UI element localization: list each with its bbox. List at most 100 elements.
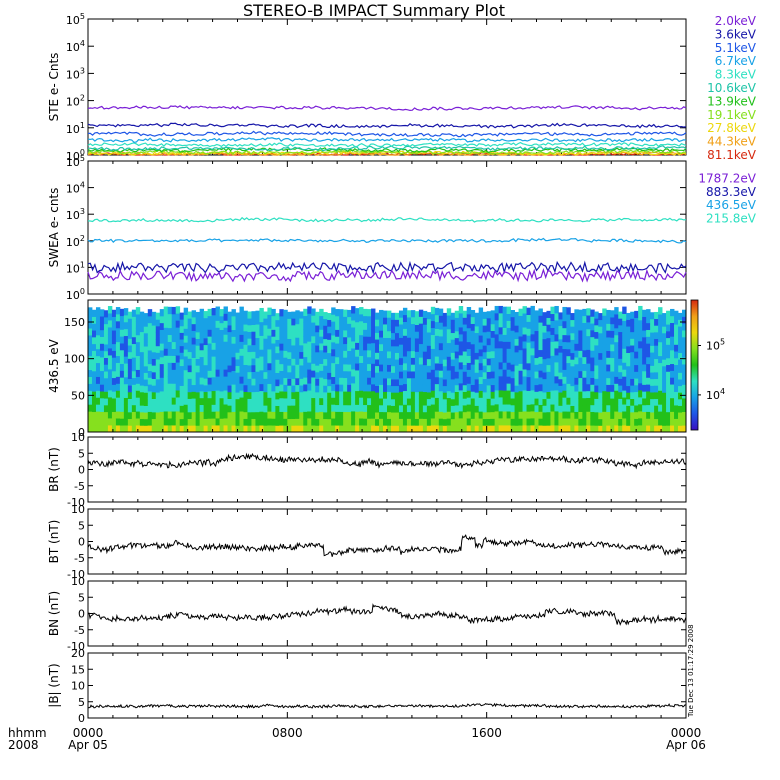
heatmap-cell — [518, 342, 523, 351]
heatmap-cell — [88, 362, 93, 371]
heatmap-cell — [187, 338, 193, 346]
heatmap-cell — [235, 339, 240, 347]
heatmap-cell — [339, 329, 344, 337]
heatmap-cell — [235, 392, 240, 400]
heatmap-cell — [315, 351, 320, 359]
heatmap-cell — [506, 362, 511, 370]
heatmap-cell — [99, 309, 105, 317]
heatmap-cell — [283, 384, 288, 392]
heatmap-cell — [235, 372, 240, 380]
heatmap-cell — [171, 348, 177, 356]
heatmap-cell — [590, 350, 595, 358]
heatmap-cell — [522, 376, 527, 384]
heatmap-cell — [387, 330, 392, 338]
heatmap-cell — [550, 390, 555, 398]
heatmap-cell — [115, 355, 121, 363]
heatmap-cell — [430, 425, 436, 433]
heatmap-cell — [674, 378, 679, 386]
heatmap-cell — [482, 351, 488, 359]
heatmap-cell — [311, 356, 316, 364]
heatmap-cell — [538, 342, 543, 351]
heatmap-cell — [646, 391, 651, 399]
heatmap-cell — [450, 398, 456, 406]
heatmap-cell — [598, 313, 603, 321]
heatmap-cell — [470, 343, 476, 352]
heatmap-cell — [91, 398, 97, 406]
heatmap-cell — [367, 315, 372, 324]
heatmap-cell — [450, 352, 456, 360]
heatmap-cell — [470, 384, 476, 392]
heatmap-cell — [203, 391, 208, 399]
heatmap-cell — [542, 358, 547, 366]
heatmap-cell — [410, 398, 416, 406]
heatmap-cell — [271, 349, 276, 358]
heatmap-cell — [163, 334, 169, 342]
heatmap-cell — [510, 425, 515, 433]
heatmap-cell — [387, 344, 392, 352]
heatmap-cell — [434, 397, 440, 405]
heatmap-cell — [522, 383, 527, 391]
heatmap-cell — [147, 391, 153, 399]
heatmap-cell — [339, 343, 344, 351]
heatmap-cell — [482, 311, 488, 319]
heatmap-cell — [131, 309, 137, 317]
heatmap-cell — [502, 355, 507, 363]
heatmap-cell — [622, 397, 627, 405]
heatmap-cell — [127, 325, 133, 333]
heatmap-cell — [450, 425, 456, 433]
heatmap-cell — [227, 425, 232, 433]
heatmap-cell — [654, 318, 659, 326]
heatmap-cell — [263, 371, 268, 379]
heatmap-cell — [526, 314, 531, 322]
heatmap-cell — [458, 397, 464, 405]
heatmap-cell — [275, 359, 280, 367]
heatmap-cell — [223, 404, 228, 412]
heatmap-cell — [347, 337, 352, 345]
heatmap-cell — [283, 398, 288, 406]
heatmap-cell — [327, 326, 332, 334]
heatmap-cell — [387, 357, 392, 365]
heatmap-cell — [239, 411, 244, 419]
heatmap-cell — [582, 356, 587, 365]
heatmap-cell — [187, 371, 193, 379]
heatmap-cell — [359, 425, 364, 433]
heatmap-cell — [231, 315, 236, 324]
heatmap-cell — [638, 375, 643, 384]
heatmap-cell — [175, 334, 181, 342]
heatmap-cell — [263, 425, 268, 433]
heatmap-cell — [307, 418, 312, 426]
heatmap-cell — [434, 356, 440, 364]
heatmap-cell — [438, 377, 444, 385]
heatmap-cell — [195, 371, 201, 380]
heatmap-cell — [183, 321, 189, 329]
heatmap-cell — [606, 398, 611, 406]
heatmap-cell — [566, 418, 571, 426]
heatmap-cell — [406, 364, 412, 372]
heatmap-cell — [207, 349, 212, 358]
heatmap-cell — [458, 327, 464, 335]
heatmap-cell — [494, 305, 500, 314]
heatmap-cell — [430, 341, 436, 349]
heatmap-cell — [402, 349, 408, 357]
heatmap-cell — [343, 336, 348, 345]
heatmap-cell — [123, 404, 129, 412]
heatmap-cell — [474, 345, 480, 353]
heatmap-cell — [674, 384, 679, 392]
heatmap-cell — [219, 425, 224, 433]
heatmap-cell — [586, 390, 591, 399]
heatmap-cell — [167, 404, 173, 412]
heatmap-cell — [355, 383, 360, 392]
heatmap-cell — [171, 390, 177, 398]
heatmap-cell — [107, 369, 113, 377]
heatmap-cell — [678, 359, 683, 367]
heatmap-cell — [295, 371, 300, 379]
heatmap-cell — [434, 418, 440, 426]
heatmap-cell — [219, 377, 224, 385]
heatmap-cell — [327, 339, 332, 347]
heatmap-cell — [610, 384, 615, 392]
panel-frame-2 — [87, 160, 687, 295]
heatmap-cell — [271, 356, 276, 365]
heatmap-cell — [462, 405, 468, 413]
heatmap-cell — [187, 411, 193, 420]
heatmap-cell — [139, 398, 145, 406]
